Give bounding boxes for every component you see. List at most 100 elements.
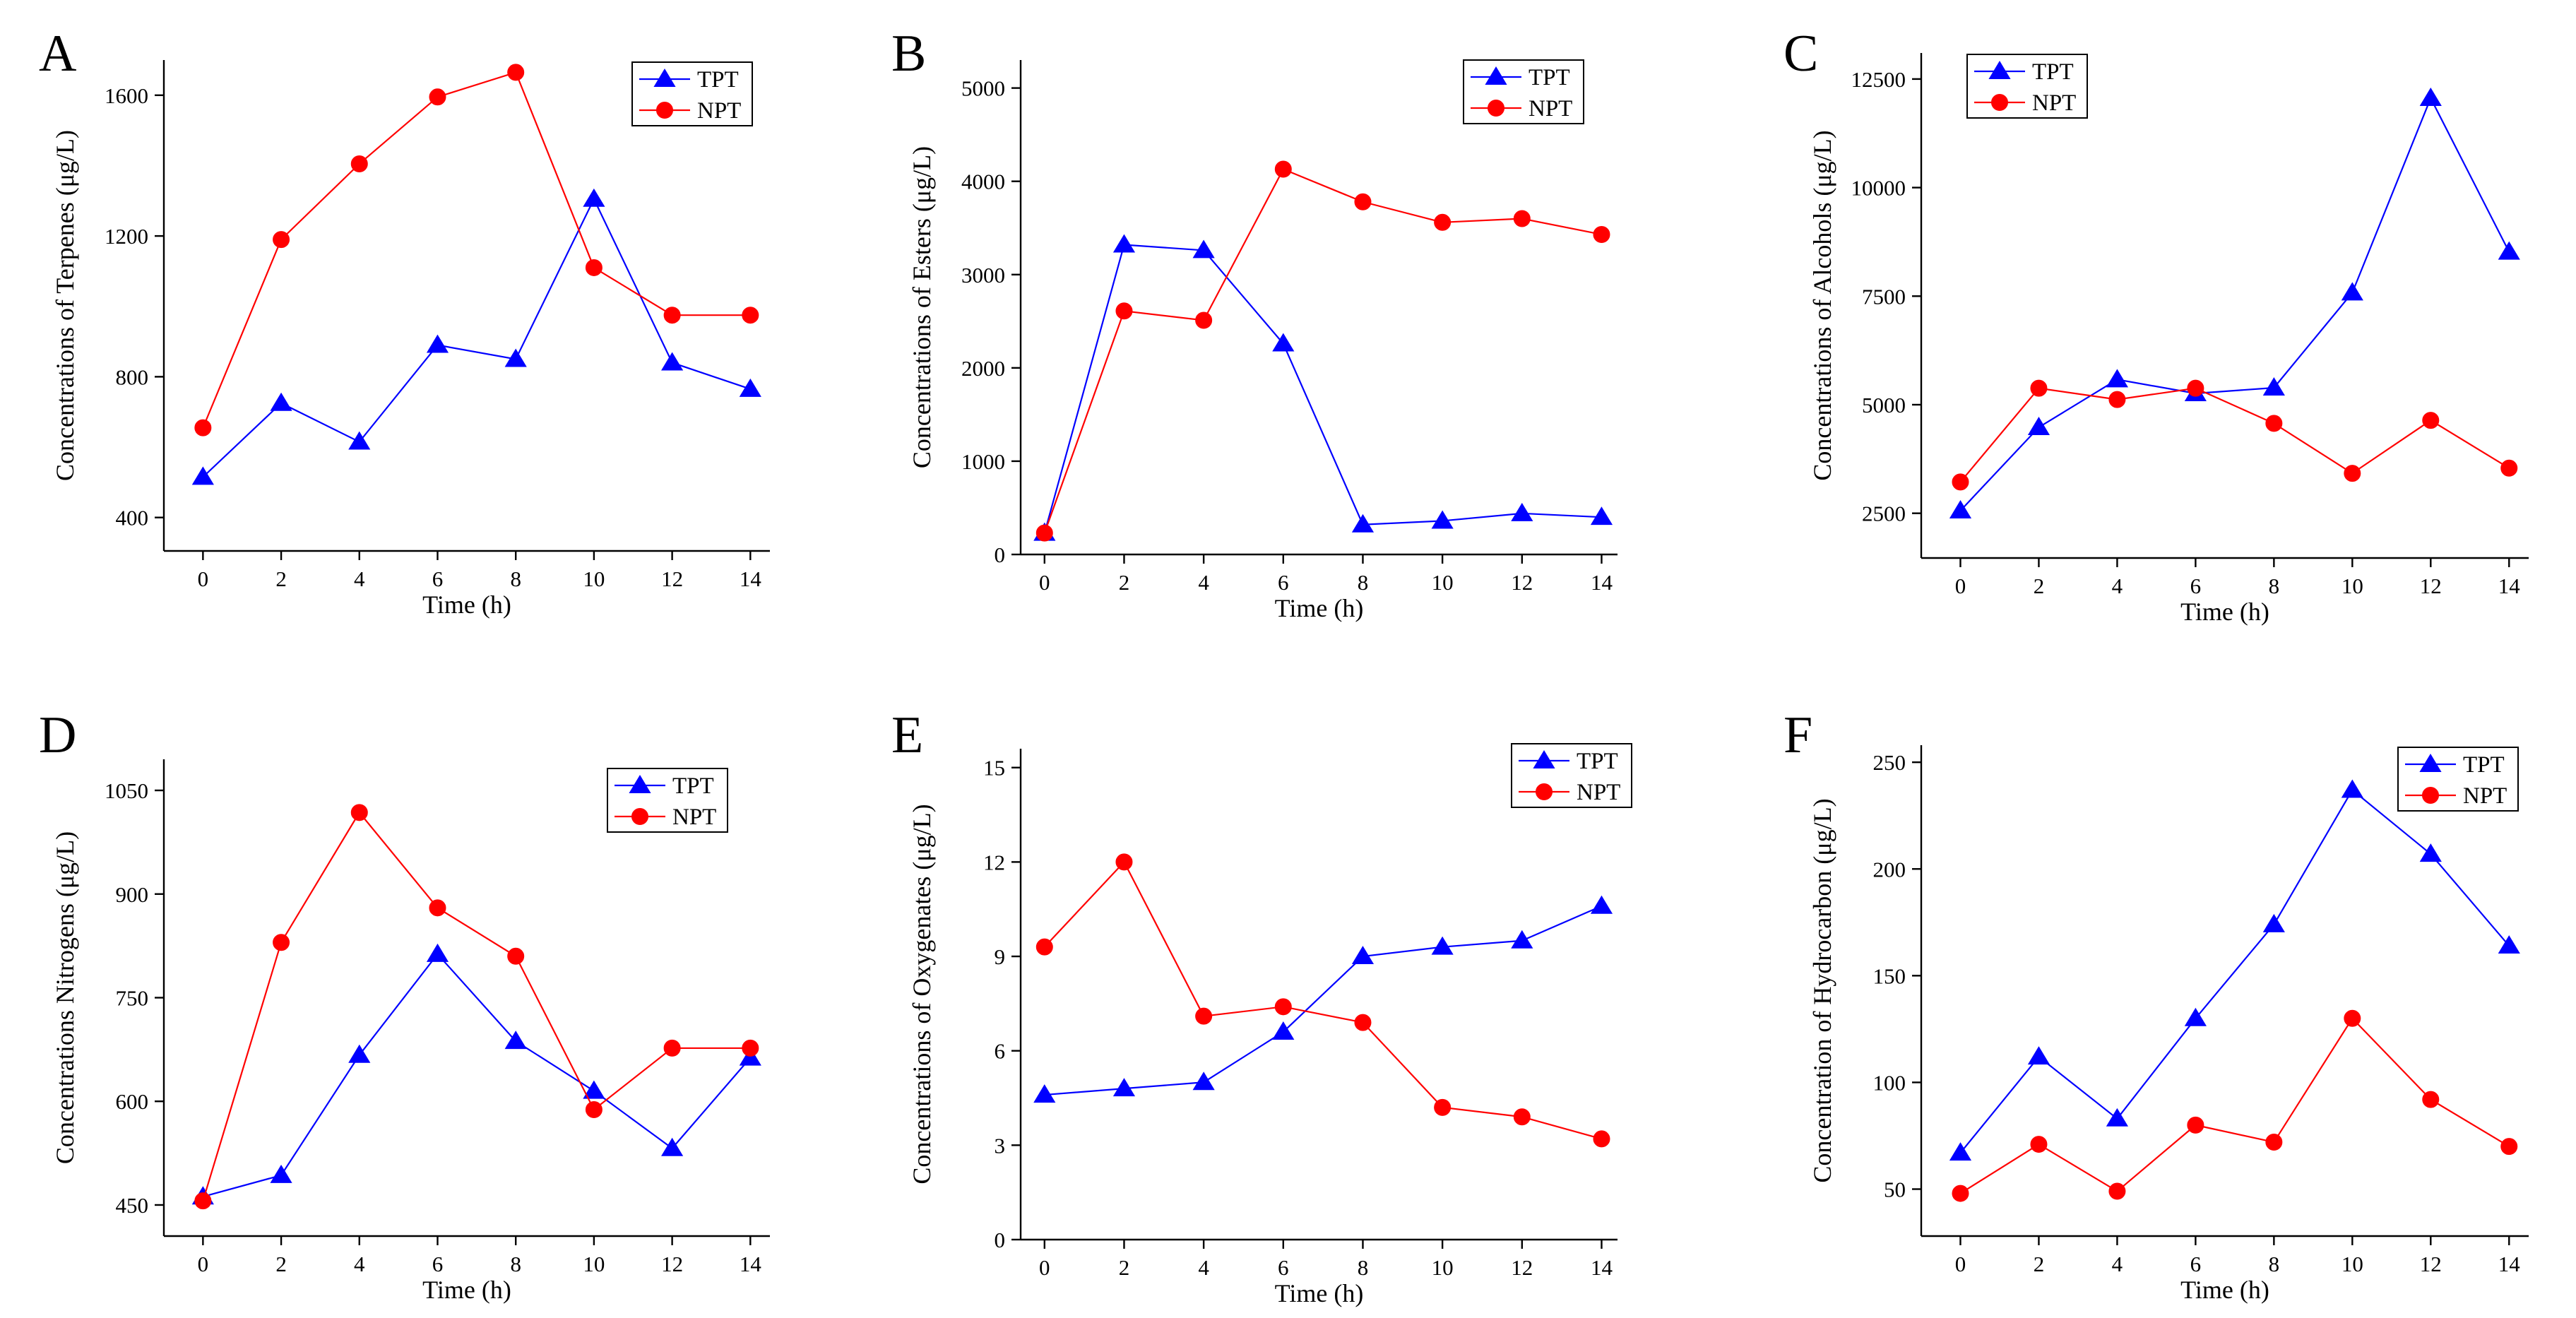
- x-tick-label-e-5: 10: [1432, 1255, 1454, 1280]
- legend-marker-b-tpt: [1485, 66, 1507, 85]
- x-tick-label-f-5: 10: [2341, 1252, 2363, 1276]
- data-point-c-npt-4: [2265, 415, 2283, 432]
- panel-letter-d: D: [39, 706, 76, 764]
- series-line-e-npt: [1043, 860, 1602, 1140]
- x-tick-label-f-4: 8: [2269, 1252, 2280, 1276]
- x-tick-label-c-4: 8: [2269, 574, 2280, 598]
- y-tick-label-b-2: 2000: [961, 356, 1005, 381]
- data-point-f-npt-1: [2030, 1136, 2048, 1153]
- x-axis-title-e: Time (h): [1275, 1279, 1364, 1307]
- data-point-a-npt-0: [194, 419, 212, 437]
- x-tick-label-f-2: 4: [2112, 1252, 2123, 1276]
- y-tick-label-d-4: 1050: [105, 778, 148, 803]
- legend-marker-a-tpt: [653, 69, 676, 87]
- x-tick-label-d-2: 4: [354, 1252, 365, 1276]
- chart-panel-c: C 0 2 4 6 8 10 12 14 2500 5000 7500 10000 12500 Time (…: [1783, 25, 2529, 626]
- y-tick-label-b-0: 0: [995, 542, 1006, 567]
- x-tick-label-f-1: 2: [2034, 1252, 2045, 1276]
- series-line-c-npt: [1959, 387, 2510, 483]
- x-tick-label-d-0: 0: [198, 1252, 209, 1276]
- x-tick-label-b-5: 10: [1432, 570, 1454, 595]
- data-point-b-npt-0: [1035, 524, 1053, 542]
- x-tick-label-c-5: 10: [2341, 574, 2363, 598]
- data-point-c-tpt-4: [2262, 377, 2285, 396]
- legend-label-d-npt: NPT: [672, 805, 716, 830]
- legend-marker-d-npt: [631, 808, 648, 825]
- x-tick-label-a-0: 0: [198, 566, 209, 591]
- legend-marker-b-npt: [1488, 100, 1504, 117]
- y-axis-title-d: Concentrations Nitrogens (μg/L): [51, 831, 79, 1164]
- x-tick-label-f-7: 14: [2498, 1252, 2521, 1276]
- data-point-d-tpt-2: [348, 1044, 371, 1063]
- x-tick-label-b-0: 0: [1039, 570, 1050, 595]
- data-point-a-tpt-3: [426, 334, 449, 353]
- legend-box-c: [1966, 54, 2088, 119]
- series-line-d-npt: [202, 811, 751, 1201]
- data-point-c-tpt-7: [2498, 241, 2520, 260]
- data-point-f-tpt-3: [2184, 1007, 2207, 1026]
- y-tick-label-a-2: 1200: [105, 224, 148, 249]
- y-tick-label-b-1: 1000: [961, 449, 1005, 474]
- legend-marker-c-tpt: [1988, 61, 2011, 79]
- y-tick-label-f-1: 100: [1873, 1070, 1906, 1095]
- data-point-c-npt-2: [2108, 391, 2126, 408]
- series-line-b-tpt: [1043, 244, 1602, 533]
- y-axis-title-f: Concentration of Hydrocarbon (μg/L): [1808, 798, 1836, 1182]
- data-point-f-tpt-6: [2419, 843, 2442, 862]
- data-point-b-tpt-6: [1511, 502, 1533, 521]
- x-tick-label-a-7: 14: [740, 566, 762, 591]
- y-tick-label-c-1: 5000: [1862, 393, 1906, 417]
- y-tick-label-c-4: 12500: [1851, 67, 1906, 92]
- data-point-f-tpt-1: [2027, 1046, 2050, 1065]
- x-axis-title-d: Time (h): [422, 1276, 511, 1304]
- data-point-d-npt-5: [585, 1100, 603, 1118]
- legend-label-a-tpt: TPT: [697, 67, 739, 93]
- data-point-e-tpt-7: [1590, 895, 1613, 914]
- data-point-c-tpt-0: [1949, 500, 1972, 518]
- y-tick-label-e-2: 6: [995, 1039, 1006, 1064]
- data-point-c-npt-7: [2500, 459, 2518, 477]
- x-tick-label-b-4: 8: [1358, 570, 1369, 595]
- data-point-f-npt-6: [2422, 1091, 2440, 1108]
- y-axis-title-b: Concentrations of Esters (μg/L): [908, 146, 936, 468]
- data-point-b-tpt-4: [1351, 513, 1375, 533]
- x-tick-label-b-3: 6: [1278, 570, 1289, 595]
- data-point-a-npt-4: [507, 64, 525, 81]
- series-line-a-npt: [202, 71, 751, 429]
- data-point-d-npt-0: [194, 1192, 212, 1210]
- x-tick-label-d-3: 6: [432, 1252, 444, 1276]
- data-point-a-tpt-7: [739, 378, 761, 397]
- legend-label-b-npt: NPT: [1529, 96, 1572, 121]
- data-point-a-npt-7: [742, 307, 759, 324]
- y-tick-label-c-2: 7500: [1862, 284, 1906, 309]
- data-point-b-tpt-3: [1272, 333, 1295, 352]
- series-line-c-tpt: [1959, 96, 2510, 511]
- x-tick-label-c-6: 12: [2420, 574, 2442, 598]
- x-tick-label-c-1: 2: [2034, 574, 2045, 598]
- data-point-e-npt-0: [1035, 938, 1053, 956]
- data-point-a-tpt-6: [661, 352, 684, 371]
- y-tick-label-a-3: 1600: [105, 83, 148, 108]
- data-point-a-tpt-5: [583, 188, 605, 207]
- data-point-f-tpt-4: [2262, 913, 2285, 932]
- data-point-c-npt-3: [2187, 379, 2204, 397]
- legend-label-e-tpt: TPT: [1577, 749, 1618, 774]
- data-point-d-tpt-4: [504, 1031, 527, 1050]
- data-point-e-npt-6: [1513, 1108, 1531, 1126]
- x-tick-label-a-1: 2: [275, 566, 287, 591]
- x-tick-label-b-6: 12: [1511, 570, 1533, 595]
- legend-label-e-npt: NPT: [1577, 780, 1620, 805]
- x-tick-label-f-6: 12: [2420, 1252, 2442, 1276]
- y-tick-label-b-5: 5000: [961, 76, 1005, 101]
- data-point-a-tpt-0: [191, 466, 214, 485]
- data-point-a-tpt-1: [270, 392, 292, 411]
- panel-letter-c: C: [1783, 25, 1818, 83]
- chart-panel-f: F 0 2 4 6 8 10 12 14 50 100 150 200 250 Time (h) Concen…: [1783, 706, 2529, 1304]
- legend-label-c-tpt: TPT: [2032, 59, 2074, 85]
- x-tick-label-b-1: 2: [1119, 570, 1130, 595]
- data-point-a-npt-2: [350, 155, 368, 172]
- data-point-a-npt-6: [663, 307, 681, 324]
- x-tick-label-c-7: 14: [2498, 574, 2521, 598]
- data-point-c-npt-1: [2030, 379, 2048, 397]
- data-point-b-tpt-1: [1112, 234, 1136, 253]
